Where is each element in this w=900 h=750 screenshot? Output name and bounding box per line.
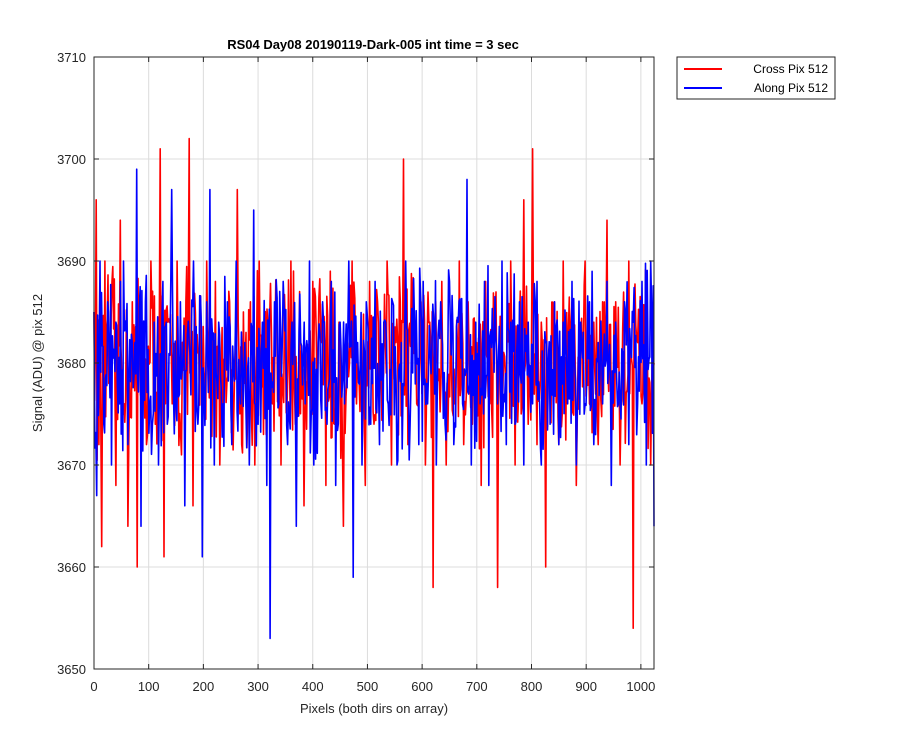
plot-area [93,56,655,670]
x-tick-label: 1000 [626,679,655,694]
x-tick-label: 900 [575,679,597,694]
series-layer [93,137,655,640]
x-tick-labels: 0 100 200 300 400 500 600 700 800 900 1000 [90,679,655,694]
y-axis-label: Signal (ADU) @ pix 512 [30,294,45,432]
legend-box [676,56,836,100]
x-tick-label: 600 [411,679,433,694]
x-axis-label: Pixels (both dirs on array) [300,701,448,716]
y-tick-label: 3690 [57,254,86,269]
y-tick-label: 3650 [57,662,86,677]
x-tick-label: 800 [521,679,543,694]
x-tick-label: 700 [466,679,488,694]
legend-label-along: Along Pix 512 [754,81,828,95]
legend: Cross Pix 512 Along Pix 512 [676,56,836,100]
axis-ticks [93,56,654,670]
x-tick-label: 500 [357,679,379,694]
x-tick-label: 100 [138,679,160,694]
y-tick-label: 3660 [57,560,86,575]
chart-title: RS04 Day08 20190119-Dark-005 int time = … [227,37,519,52]
legend-label-cross: Cross Pix 512 [753,62,828,76]
y-tick-label: 3680 [57,356,86,371]
x-tick-label: 0 [90,679,97,694]
y-tick-labels: 3650 3660 3670 3680 3690 3700 3710 [57,50,86,677]
series-line-along [93,168,655,640]
y-tick-label: 3670 [57,458,86,473]
x-tick-label: 400 [302,679,324,694]
y-tick-label: 3700 [57,152,86,167]
x-tick-label: 200 [193,679,215,694]
x-tick-label: 300 [247,679,269,694]
y-tick-label: 3710 [57,50,86,65]
